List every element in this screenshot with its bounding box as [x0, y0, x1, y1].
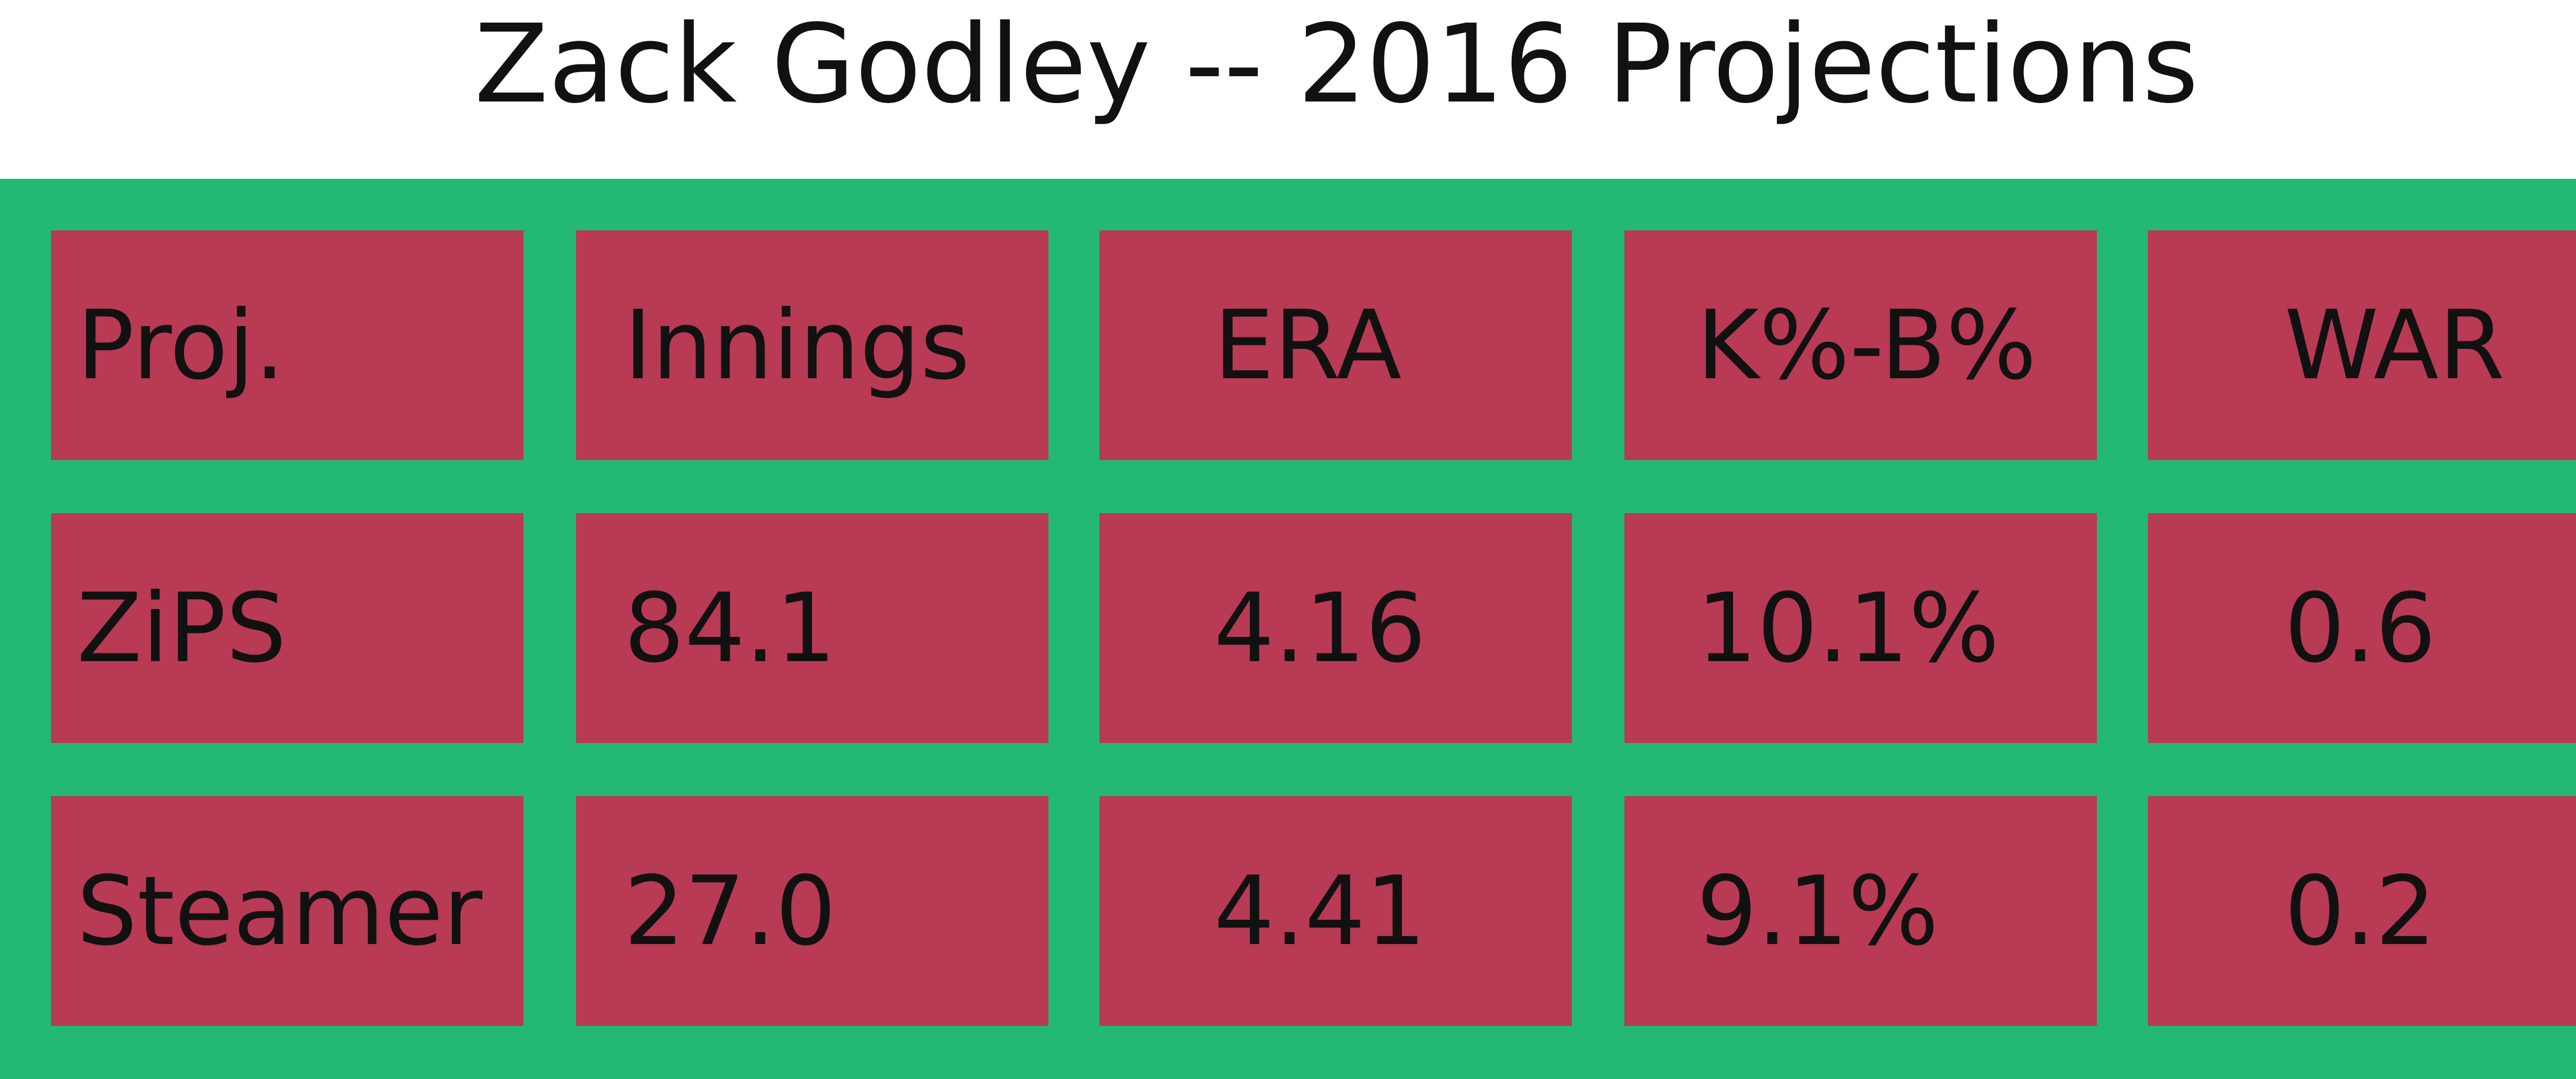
table-cell: ZiPS	[51, 513, 523, 743]
table-cell: 0.2	[2148, 796, 2576, 1026]
header-cell: WAR	[2148, 230, 2576, 460]
table-cell: 4.16	[1099, 513, 1572, 743]
table-cell: 10.1%	[1624, 513, 2097, 743]
table-cell: 0.6	[2148, 513, 2576, 743]
header-cell: Innings	[576, 230, 1048, 460]
header-cell: Proj.	[51, 230, 523, 460]
header-cell: K%-B%	[1624, 230, 2097, 460]
table-cell: 4.41	[1099, 796, 1572, 1026]
header-cell: ERA	[1099, 230, 1572, 460]
table: Proj. Innings ERA K%-B% WAR ZiPS 84.1 4.16 10.1%…	[0, 179, 2576, 1079]
table-cell: Steamer	[51, 796, 523, 1026]
table-cell: 84.1	[576, 513, 1048, 743]
page-title: Zack Godley -- 2016 Projections	[474, 1, 2199, 127]
table-cell: 27.0	[576, 796, 1048, 1026]
table-cell: 9.1%	[1624, 796, 2097, 1026]
